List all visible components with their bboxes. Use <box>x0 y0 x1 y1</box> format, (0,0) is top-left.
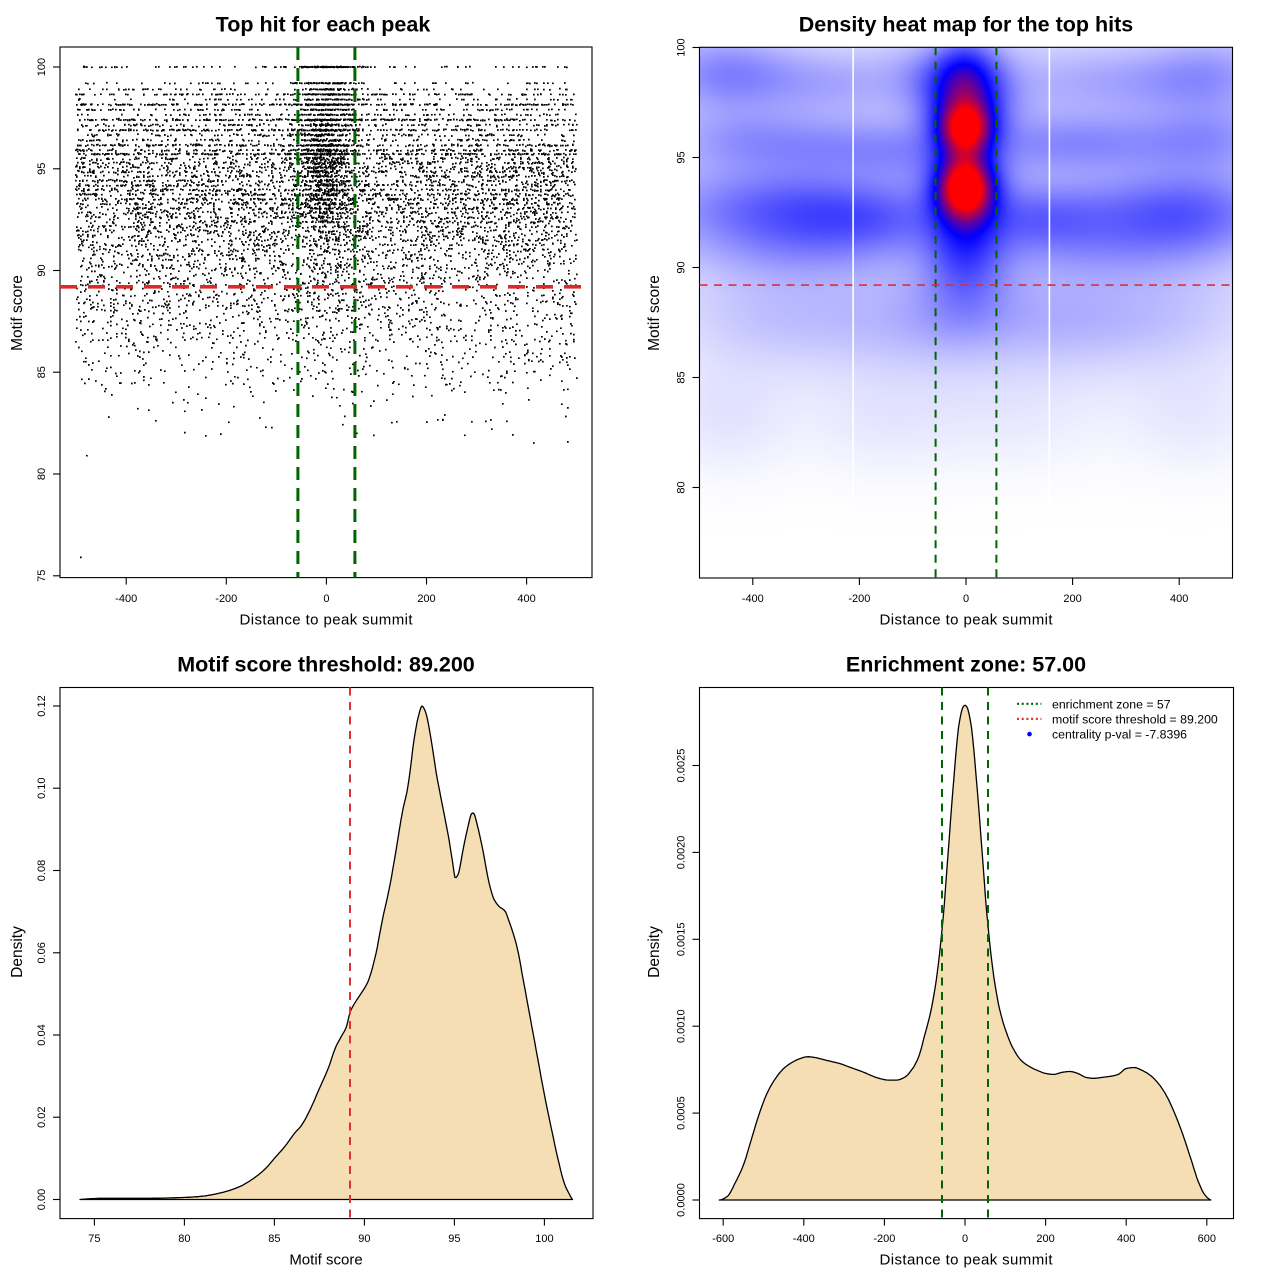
svg-text:95: 95 <box>448 1233 460 1245</box>
svg-text:85: 85 <box>676 371 688 383</box>
svg-text:200: 200 <box>1063 593 1081 605</box>
svg-text:Density: Density <box>646 926 663 978</box>
svg-text:0.12: 0.12 <box>36 695 48 716</box>
svg-text:motif score threshold = 89.200: motif score threshold = 89.200 <box>1052 712 1218 726</box>
svg-text:100: 100 <box>36 58 48 76</box>
svg-text:Motif score: Motif score <box>9 275 26 351</box>
svg-text:-200: -200 <box>215 593 237 605</box>
svg-text:-400: -400 <box>115 593 137 605</box>
svg-text:0.02: 0.02 <box>36 1106 48 1127</box>
svg-text:Density heat map for the top h: Density heat map for the top hits <box>799 13 1134 37</box>
svg-text:95: 95 <box>676 151 688 163</box>
svg-text:200: 200 <box>1036 1233 1054 1245</box>
svg-text:Distance to peak summit: Distance to peak summit <box>880 612 1054 629</box>
svg-text:0.0020: 0.0020 <box>676 836 688 870</box>
svg-text:400: 400 <box>1117 1233 1135 1245</box>
svg-text:400: 400 <box>1170 593 1188 605</box>
svg-text:Distance to peak summit: Distance to peak summit <box>240 612 414 629</box>
svg-text:80: 80 <box>36 468 48 480</box>
svg-text:600: 600 <box>1198 1233 1216 1245</box>
svg-text:0.00: 0.00 <box>36 1189 48 1210</box>
svg-text:0.06: 0.06 <box>36 942 48 963</box>
svg-text:Density: Density <box>9 926 26 978</box>
svg-text:400: 400 <box>517 593 535 605</box>
svg-text:Top hit for each peak: Top hit for each peak <box>216 13 431 37</box>
svg-text:85: 85 <box>36 366 48 378</box>
svg-text:95: 95 <box>36 163 48 175</box>
svg-text:Motif score: Motif score <box>289 1252 362 1269</box>
svg-text:centrality p-val = -7.8396: centrality p-val = -7.8396 <box>1052 728 1187 742</box>
svg-text:-400: -400 <box>742 593 764 605</box>
svg-text:Distance to peak summit: Distance to peak summit <box>880 1252 1054 1269</box>
svg-text:90: 90 <box>358 1233 370 1245</box>
svg-text:75: 75 <box>36 570 48 582</box>
svg-text:80: 80 <box>676 481 688 493</box>
svg-text:0.0015: 0.0015 <box>676 922 688 956</box>
svg-text:0: 0 <box>962 1233 968 1245</box>
svg-text:enrichment zone = 57: enrichment zone = 57 <box>1052 697 1171 711</box>
svg-text:85: 85 <box>268 1233 280 1245</box>
svg-text:0: 0 <box>963 593 969 605</box>
svg-text:0.0000: 0.0000 <box>676 1183 688 1217</box>
svg-text:75: 75 <box>88 1233 100 1245</box>
svg-text:Motif score: Motif score <box>646 275 663 351</box>
svg-text:0.10: 0.10 <box>36 777 48 798</box>
svg-text:0.0010: 0.0010 <box>676 1009 688 1043</box>
svg-text:100: 100 <box>676 38 688 56</box>
svg-text:-200: -200 <box>848 593 870 605</box>
svg-text:0.0025: 0.0025 <box>676 749 688 783</box>
svg-text:0: 0 <box>323 593 329 605</box>
svg-text:-400: -400 <box>793 1233 815 1245</box>
svg-text:Enrichment zone: 57.00: Enrichment zone: 57.00 <box>846 653 1086 677</box>
svg-text:90: 90 <box>36 264 48 276</box>
svg-text:100: 100 <box>535 1233 553 1245</box>
svg-text:90: 90 <box>676 261 688 273</box>
svg-text:-200: -200 <box>873 1233 895 1245</box>
svg-text:Motif score threshold: 89.200: Motif score threshold: 89.200 <box>177 653 475 677</box>
svg-text:0.08: 0.08 <box>36 860 48 881</box>
svg-text:200: 200 <box>417 593 435 605</box>
svg-text:-600: -600 <box>712 1233 734 1245</box>
svg-text:80: 80 <box>178 1233 190 1245</box>
svg-text:0.0005: 0.0005 <box>676 1096 688 1130</box>
svg-text:0.04: 0.04 <box>36 1024 48 1045</box>
